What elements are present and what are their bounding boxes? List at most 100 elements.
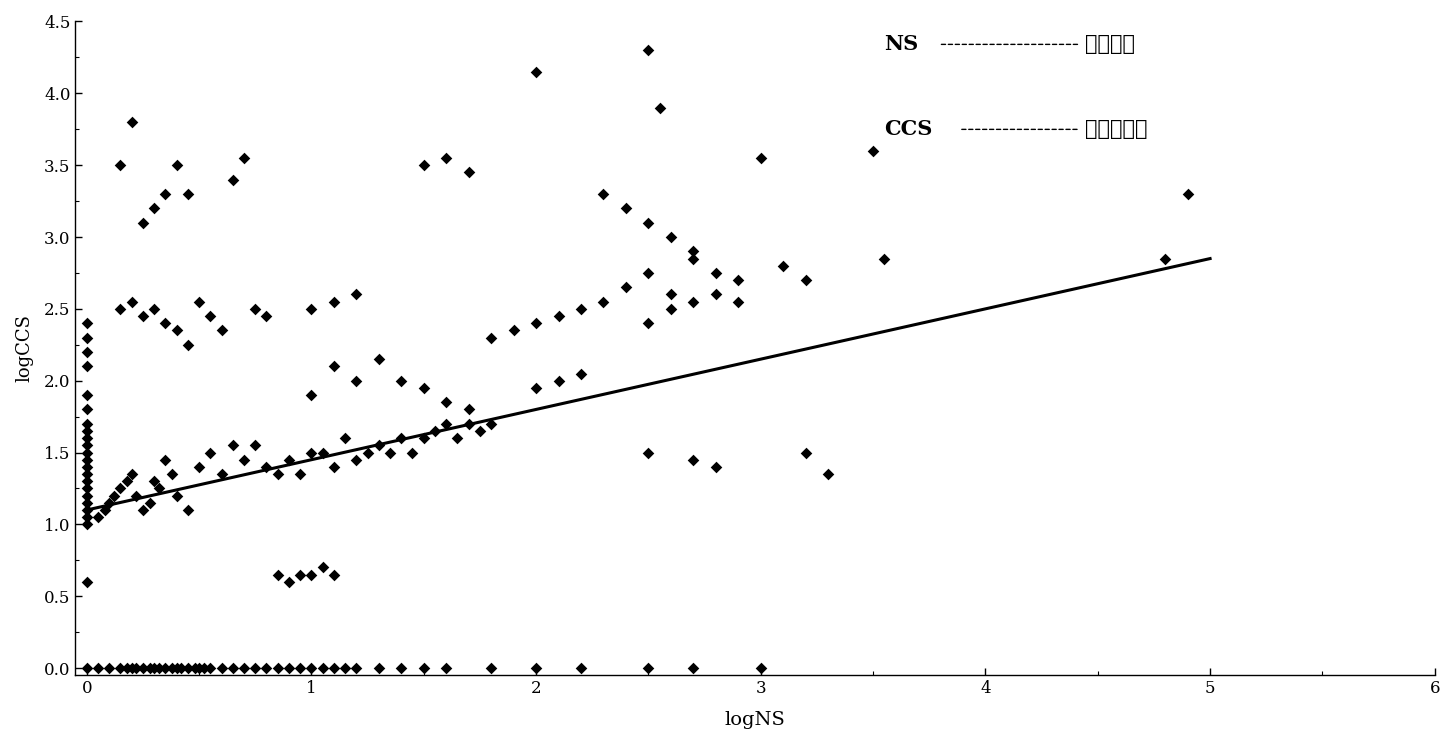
Point <box>322 360 345 372</box>
Point <box>659 289 682 301</box>
Point <box>322 662 345 674</box>
Point <box>547 375 570 387</box>
Point <box>160 468 183 480</box>
Point <box>243 303 266 315</box>
Point <box>115 662 138 674</box>
Point <box>1154 253 1177 265</box>
Point <box>345 289 368 301</box>
Point <box>637 317 661 329</box>
Point <box>311 446 335 458</box>
Point <box>469 425 492 437</box>
Point <box>221 662 244 674</box>
Point <box>86 662 109 674</box>
Point <box>76 461 99 473</box>
Point <box>288 662 311 674</box>
Point <box>322 295 345 307</box>
Point <box>176 504 199 516</box>
Point <box>445 432 469 444</box>
Point <box>164 159 188 171</box>
Point <box>125 490 148 501</box>
Point <box>76 511 99 523</box>
Point <box>480 662 503 674</box>
Point <box>873 253 896 265</box>
Point <box>726 295 749 307</box>
Point <box>278 454 301 466</box>
Point <box>637 217 661 228</box>
Point <box>76 446 99 458</box>
Point <box>169 662 192 674</box>
Point <box>816 468 840 480</box>
Point <box>288 568 311 580</box>
Point <box>188 662 211 674</box>
Point <box>278 662 301 674</box>
Point <box>266 662 290 674</box>
Point <box>138 497 162 509</box>
Point <box>109 483 132 495</box>
Point <box>154 188 178 200</box>
Point <box>243 440 266 452</box>
Point <box>266 468 290 480</box>
Point <box>255 310 278 322</box>
Point <box>76 389 99 401</box>
Point <box>164 490 188 501</box>
Point <box>435 152 458 164</box>
Point <box>412 382 435 394</box>
Point <box>356 446 380 458</box>
Point <box>749 662 773 674</box>
Point <box>322 568 345 580</box>
Point <box>569 662 592 674</box>
Point <box>93 504 116 516</box>
Point <box>457 403 480 415</box>
Point <box>704 267 728 279</box>
Point <box>143 202 166 214</box>
Point <box>300 446 323 458</box>
Point <box>233 152 256 164</box>
Point <box>659 231 682 243</box>
Text: NS: NS <box>885 34 918 54</box>
Point <box>76 504 99 516</box>
Point <box>76 576 99 588</box>
Point <box>300 662 323 674</box>
Point <box>400 446 423 458</box>
Point <box>97 662 121 674</box>
Point <box>682 246 706 257</box>
Point <box>524 317 547 329</box>
Point <box>76 468 99 480</box>
Point <box>109 662 132 674</box>
Point <box>278 576 301 588</box>
Point <box>109 159 132 171</box>
Point <box>233 454 256 466</box>
Point <box>367 662 390 674</box>
Point <box>154 317 178 329</box>
Point <box>592 295 615 307</box>
Point <box>266 568 290 580</box>
Point <box>378 446 402 458</box>
Point <box>131 662 154 674</box>
Point <box>76 454 99 466</box>
Point <box>861 145 885 157</box>
Point <box>199 662 223 674</box>
Point <box>682 295 706 307</box>
Point <box>704 461 728 473</box>
Point <box>119 468 143 480</box>
Point <box>188 461 211 473</box>
Point <box>794 275 818 286</box>
Point <box>637 45 661 57</box>
Point <box>502 324 525 336</box>
Point <box>367 440 390 452</box>
Point <box>76 425 99 437</box>
Point <box>614 281 637 293</box>
Point <box>524 382 547 394</box>
Point <box>164 662 188 674</box>
Point <box>176 662 199 674</box>
X-axis label: logNS: logNS <box>725 711 786 729</box>
Point <box>771 260 794 272</box>
Text: 正常血清: 正常血清 <box>1085 34 1135 54</box>
Point <box>115 475 138 487</box>
Point <box>311 662 335 674</box>
Point <box>188 295 211 307</box>
Point <box>333 662 356 674</box>
Point <box>210 662 233 674</box>
Point <box>300 568 323 580</box>
Point <box>749 152 773 164</box>
